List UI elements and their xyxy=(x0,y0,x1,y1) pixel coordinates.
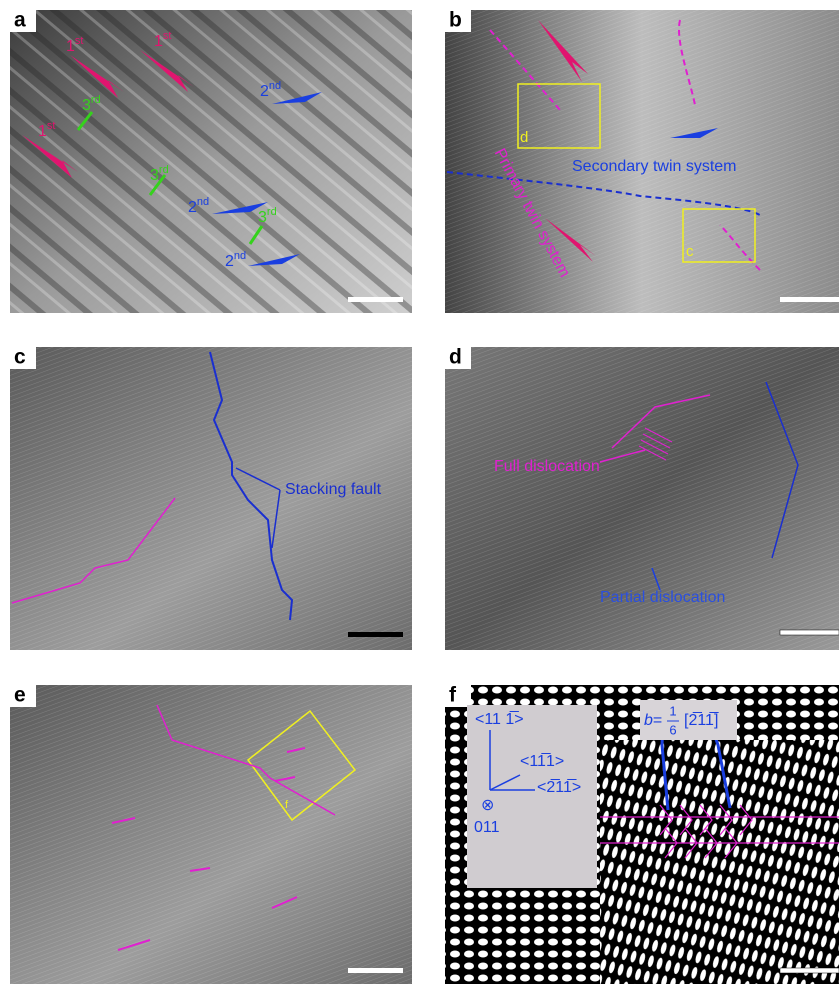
panel-f: f b= 1 6 [2̅11̅] <11 1̅> <11̅1> <2̅11̅> … xyxy=(445,684,839,984)
twin-order: 3 xyxy=(258,209,267,226)
twin-order: 2 xyxy=(260,83,269,100)
scale-bar xyxy=(348,297,403,302)
annotation: Stacking fault xyxy=(285,481,382,498)
twin-order-suffix: nd xyxy=(234,250,246,262)
twin-order-suffix: rd xyxy=(91,94,101,106)
box-label: c xyxy=(686,243,694,260)
twin-order: 1 xyxy=(38,123,47,140)
panel-c: c Stacking fault xyxy=(10,346,412,650)
panel-a: a 1st 1st 1st 2nd 2nd 2nd 3rd 3rd 3rd xyxy=(10,9,412,313)
twin-order-suffix: nd xyxy=(197,196,209,208)
scale-bar xyxy=(348,632,403,637)
direction-label: <11̅1> xyxy=(520,752,564,770)
twin-order: 1 xyxy=(154,33,163,50)
zone-axis: 011 xyxy=(474,819,500,836)
twin-order: 2 xyxy=(225,253,234,270)
burgers-denominator: 6 xyxy=(669,722,676,737)
twin-order-suffix: rd xyxy=(159,164,169,176)
panel-label: b xyxy=(449,9,462,32)
twin-order: 3 xyxy=(82,97,91,114)
zone-symbol: ⊗ xyxy=(481,797,494,814)
burgers-symbol: b xyxy=(644,712,653,729)
twin-order-suffix: st xyxy=(47,120,56,132)
box-label: d xyxy=(520,129,528,146)
twin-order: 2 xyxy=(188,199,197,216)
scale-bar xyxy=(348,968,403,973)
burgers-vector: [2̅11̅] xyxy=(684,711,719,729)
twin-order-suffix: nd xyxy=(269,80,281,92)
twin-order-suffix: rd xyxy=(267,206,277,218)
burgers-numerator: 1 xyxy=(669,703,676,718)
annotation: Partial dislocation xyxy=(600,589,725,606)
scale-bar xyxy=(780,968,839,973)
direction-label: <11 1̅> xyxy=(475,710,524,728)
twin-order-suffix: st xyxy=(163,30,172,42)
annotation: Secondary twin system xyxy=(572,158,737,175)
twin-order: 1 xyxy=(66,38,75,55)
panel-b: b d c Secondary twin system Primary twin… xyxy=(445,9,839,313)
burgers-equals: = xyxy=(653,712,662,729)
twin-order-suffix: st xyxy=(75,35,84,47)
annotation: Full dislocation xyxy=(494,458,600,475)
panel-e: e f xyxy=(10,684,412,984)
svg-text:b=: b= xyxy=(644,712,662,729)
figure: a 1st 1st 1st 2nd 2nd 2nd 3rd 3rd 3rd b xyxy=(0,0,839,984)
panel-label: a xyxy=(14,9,26,32)
panel-label: c xyxy=(14,346,26,369)
panel-label: d xyxy=(449,346,462,369)
panel-label: e xyxy=(14,684,26,707)
direction-label: <2̅11̅> xyxy=(537,778,581,796)
scale-bar xyxy=(780,297,839,302)
scale-bar xyxy=(780,630,839,635)
panel-label: f xyxy=(449,684,457,707)
twin-order: 3 xyxy=(150,167,159,184)
panel-d: d Full dislocation Partial dislocation xyxy=(445,346,839,650)
